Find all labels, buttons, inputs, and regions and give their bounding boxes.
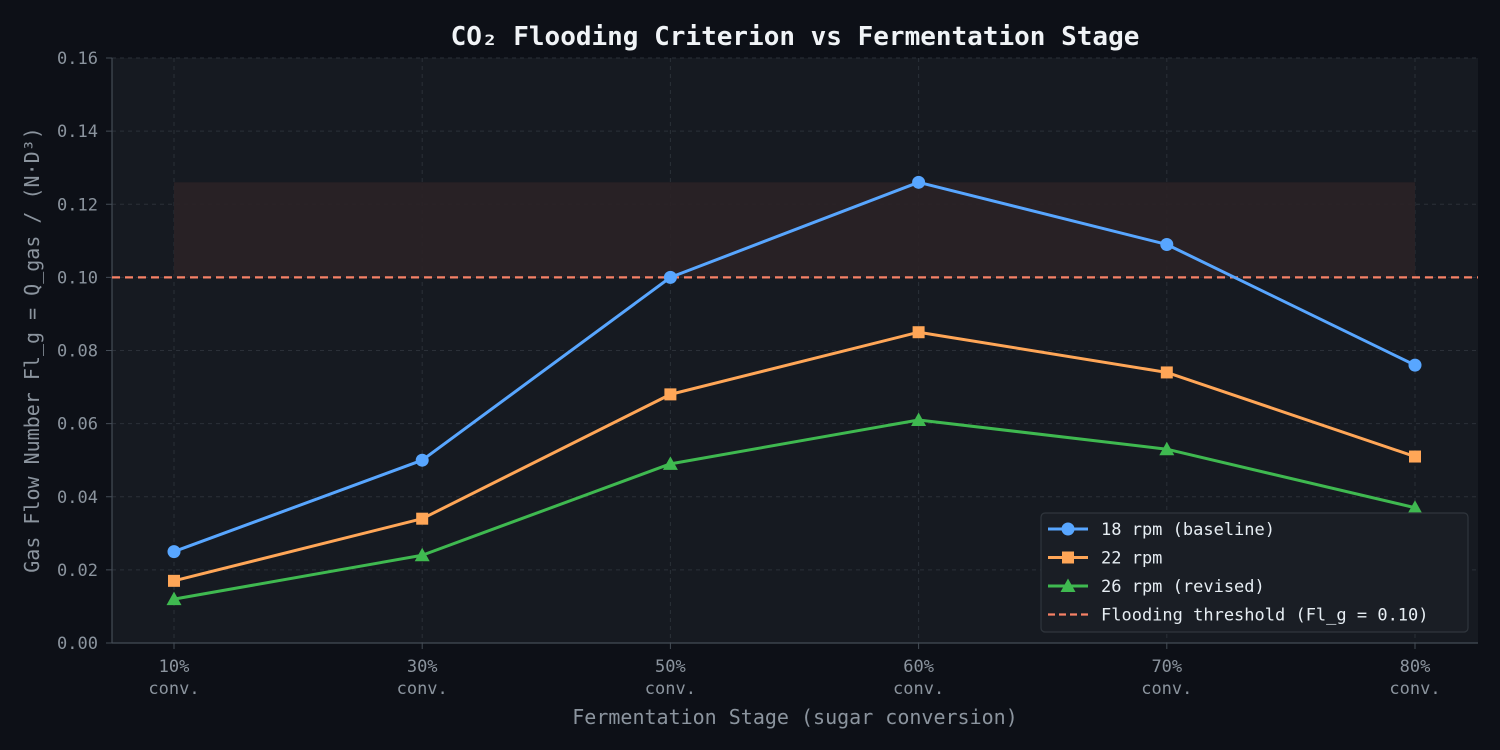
data-point (1159, 441, 1175, 456)
data-point (415, 453, 429, 467)
series-line (173, 330, 1416, 583)
data-point (1409, 450, 1421, 463)
series-line (173, 418, 1416, 601)
data-point (1407, 500, 1423, 514)
series-2 (168, 326, 1421, 587)
x-tick-label: 10% conv. (148, 657, 199, 699)
x-tick-label: 70% conv. (1141, 657, 1192, 699)
y-tick-label: 0.06 (57, 415, 98, 435)
x-tick-label: 80% conv. (1389, 657, 1440, 699)
series-layer (166, 175, 1423, 606)
legend-item: 22 rpm (1048, 549, 1162, 569)
data-point (416, 512, 429, 525)
data-point (912, 326, 925, 339)
x-axis-label: Fermentation Stage (sugar conversion) (572, 705, 1018, 729)
legend-item: 26 rpm (revised) (1048, 577, 1265, 597)
series-line (173, 180, 1416, 554)
data-point (166, 591, 182, 606)
chart-title: CO₂ Flooding Criterion vs Fermentation S… (451, 22, 1140, 52)
data-point (414, 547, 430, 562)
y-tick-label: 0.14 (57, 122, 98, 142)
data-point (663, 270, 677, 284)
y-tick-label: 0.02 (57, 561, 98, 581)
data-point (911, 412, 927, 426)
legend-item: 18 rpm (baseline) (1048, 520, 1275, 540)
x-tick-label: 50% conv. (645, 657, 696, 699)
y-tick-label: 0.00 (57, 634, 98, 654)
data-point (1160, 366, 1173, 379)
y-tick-label: 0.16 (57, 49, 98, 69)
y-tick-label: 0.04 (57, 488, 98, 508)
y-axis-label: Gas Flow Number Fl_g = Q_gas / (N·D³) (20, 127, 44, 573)
legend-label: 18 rpm (baseline) (1101, 520, 1275, 540)
data-point (1408, 358, 1422, 372)
data-point (912, 175, 926, 189)
legend-marker (1060, 578, 1076, 592)
legend: 18 rpm (baseline) 22 rpm 26 rpm (revised) F… (1040, 512, 1469, 633)
legend-marker (1061, 522, 1075, 536)
data-point (664, 388, 677, 401)
axes (106, 57, 1478, 649)
data-point (167, 545, 181, 559)
y-tick-label: 0.10 (57, 268, 98, 288)
data-point (1160, 237, 1174, 251)
legend-label: 22 rpm (1101, 549, 1162, 569)
data-point (662, 456, 678, 470)
data-point (168, 574, 180, 587)
legend-item: Flooding threshold (Fl_g = 0.10) (1048, 606, 1429, 626)
y-tick-label: 0.08 (57, 342, 98, 362)
x-tick-label: 30% conv. (397, 657, 448, 699)
legend-box (1040, 512, 1469, 633)
legend-marker (1062, 551, 1074, 564)
x-tick-label: 60% conv. (893, 657, 944, 699)
series-3 (166, 412, 1423, 606)
legend-label: 26 rpm (revised) (1101, 577, 1265, 597)
tick-labels: 0.00 0.02 0.04 0.06 0.08 0.10 0.12 0.14 0.16 10% c… (57, 49, 1441, 699)
series-1 (167, 175, 1422, 559)
legend-label: Flooding threshold (Fl_g = 0.10) (1101, 606, 1429, 626)
y-tick-label: 0.12 (57, 195, 98, 215)
